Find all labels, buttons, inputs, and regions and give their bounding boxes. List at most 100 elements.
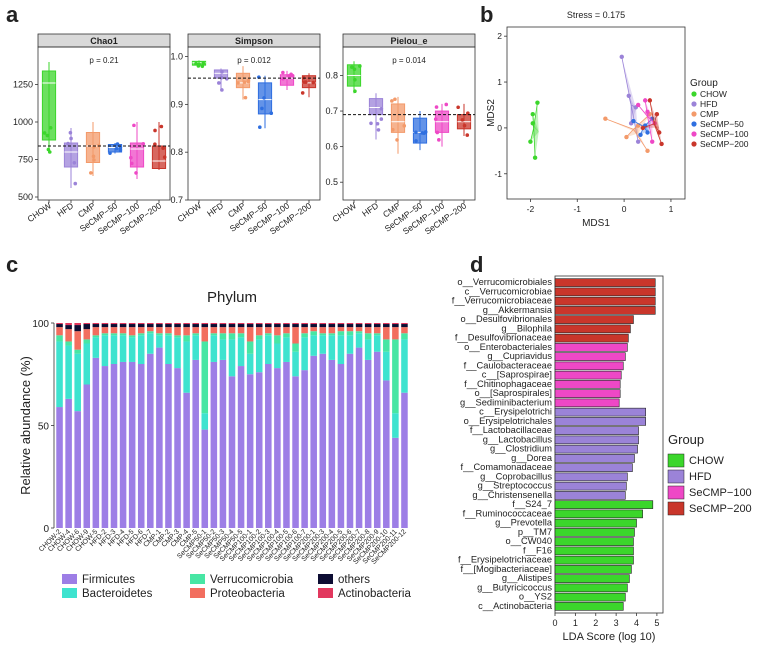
bar-segment xyxy=(237,337,245,367)
bar-segment xyxy=(255,372,263,528)
bar-segment xyxy=(383,380,390,528)
data-point xyxy=(153,128,157,133)
data-point xyxy=(603,116,608,121)
bar-label: g__Clostridium xyxy=(490,444,552,454)
bar-label: c__[Saprospirae] xyxy=(482,370,552,380)
legend-label: CHOW xyxy=(689,455,724,467)
bar-segment xyxy=(174,327,181,336)
data-point xyxy=(353,89,357,94)
bar-segment xyxy=(101,366,109,528)
legend-title: Group xyxy=(668,432,704,447)
bar-segment xyxy=(392,339,399,414)
legend-swatch xyxy=(667,485,685,500)
bar-segment xyxy=(301,327,308,334)
bar-segment xyxy=(337,335,345,364)
plot-border xyxy=(37,46,171,201)
data-point xyxy=(352,67,357,72)
bar-segment xyxy=(128,335,136,338)
bar-segment xyxy=(147,327,154,332)
bar-segment xyxy=(201,341,209,414)
data-point xyxy=(650,139,655,144)
data-point xyxy=(460,118,465,122)
bar-segment xyxy=(219,324,227,328)
bar-label: g__Butyricicoccus xyxy=(477,582,552,592)
bar-segment xyxy=(319,323,327,325)
data-point xyxy=(236,81,240,85)
bar-label: g__Dorea xyxy=(511,453,553,463)
bar-segment xyxy=(165,327,172,334)
lda-bar xyxy=(554,352,626,361)
bar-segment xyxy=(92,357,100,528)
data-point xyxy=(129,155,133,160)
bar-segment xyxy=(364,333,372,340)
lda-bar xyxy=(554,454,635,463)
bar-segment xyxy=(156,333,163,336)
data-point xyxy=(46,147,51,152)
bar-segment xyxy=(74,353,81,412)
data-point xyxy=(635,139,641,144)
bar-segment xyxy=(210,335,218,362)
y-axis-label: MDS2 xyxy=(486,99,497,127)
data-point xyxy=(153,142,157,146)
data-point xyxy=(45,133,50,138)
data-point xyxy=(619,54,624,60)
bar-segment xyxy=(265,333,272,336)
bar-segment xyxy=(192,323,199,325)
lda-bar xyxy=(554,417,646,426)
bar-segment xyxy=(101,333,109,336)
data-point xyxy=(420,131,425,135)
bar-segment xyxy=(383,327,390,340)
bar-segment xyxy=(56,407,63,528)
data-point xyxy=(118,148,123,152)
bar-segment xyxy=(74,411,81,528)
data-point xyxy=(393,97,397,102)
data-point xyxy=(645,109,650,115)
lda-bar xyxy=(554,315,634,324)
bar-segment xyxy=(364,327,372,334)
bar-segment xyxy=(119,323,127,325)
spider-fill xyxy=(640,126,649,135)
lda-bar xyxy=(554,389,621,398)
bar-segment xyxy=(228,323,236,325)
plot-border xyxy=(506,26,686,200)
bar-segment xyxy=(219,339,227,360)
box xyxy=(63,142,79,168)
data-point xyxy=(379,117,384,121)
bar-segment xyxy=(383,351,390,381)
data-point xyxy=(258,125,262,130)
lda-bar xyxy=(554,528,635,537)
lda-bar xyxy=(554,472,628,482)
data-point xyxy=(647,98,653,103)
bar-segment xyxy=(237,333,245,338)
legend-swatch xyxy=(691,111,697,117)
x-tick-label: 4 xyxy=(634,618,639,628)
x-tick-label: CHOW xyxy=(330,200,358,224)
bar-segment xyxy=(355,323,363,325)
bar-segment xyxy=(337,327,345,332)
data-point xyxy=(200,64,205,69)
data-point xyxy=(159,124,164,129)
bar-segment xyxy=(337,331,345,336)
x-tick-label: 1 xyxy=(669,204,674,214)
data-point xyxy=(358,64,362,68)
data-point xyxy=(642,98,648,103)
spider-fill xyxy=(621,56,637,109)
lda-bar xyxy=(554,500,654,509)
bar-segment xyxy=(237,327,245,334)
legend-swatch xyxy=(62,588,77,598)
bar-segment xyxy=(237,324,245,328)
bar-segment xyxy=(56,341,63,408)
bar-segment xyxy=(346,353,354,528)
data-point xyxy=(162,155,167,159)
bar-segment xyxy=(346,323,354,325)
legend-swatch xyxy=(691,141,697,147)
bar-segment xyxy=(183,335,190,342)
legend-swatch xyxy=(667,453,685,468)
y-tick-label: 0 xyxy=(43,524,49,535)
lda-bar xyxy=(554,565,632,574)
data-point xyxy=(132,123,136,128)
bar-label: f__Ruminococcaceae xyxy=(463,508,552,518)
bar-segment xyxy=(301,324,308,328)
bar-segment xyxy=(128,324,136,328)
y-axis-label: Relative abundance (%) xyxy=(18,356,33,495)
